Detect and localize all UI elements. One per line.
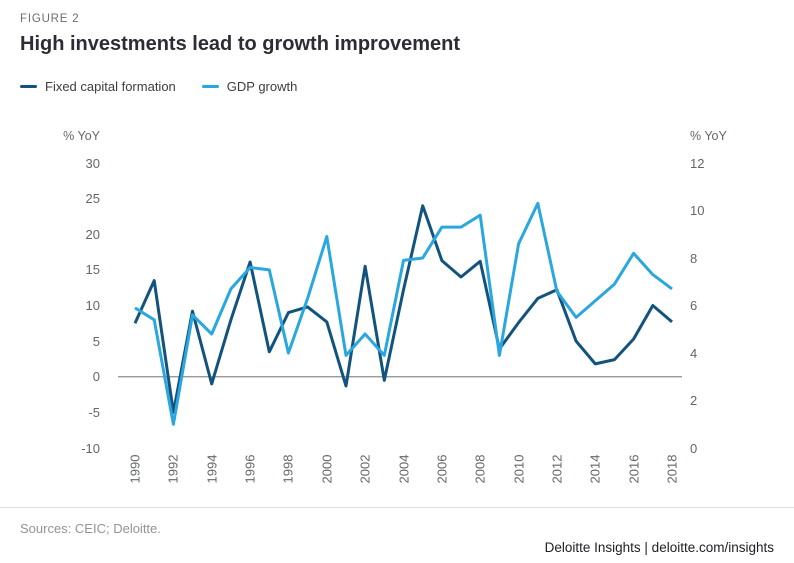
left-axis-tick-label: -10 (81, 440, 100, 456)
footer-divider (0, 507, 794, 508)
fixed-capital-formation-line (133, 204, 673, 414)
gdp-growth-line (134, 201, 673, 426)
right-axis-tick-label: 12 (690, 155, 705, 171)
left-axis-tick-label: 0 (92, 369, 100, 385)
sources-note: Sources: CEIC; Deloitte. (20, 521, 161, 536)
left-axis-tick-label: 5 (92, 333, 100, 349)
right-axis-tick-label: 8 (690, 250, 698, 266)
right-axis-tick-label: 0 (690, 440, 698, 456)
left-axis-tick-label: 25 (85, 191, 100, 207)
figure-label: FIGURE 2 (20, 13, 80, 25)
left-axis-tick-label: 10 (85, 298, 100, 313)
left-axis-tick-label: -5 (88, 404, 100, 420)
page-title: High investments lead to growth improvem… (20, 33, 461, 55)
left-axis-tick-label: 20 (85, 226, 100, 242)
left-axis-unit-label: % YoY (63, 129, 100, 143)
left-axis-tick-label: 30 (85, 155, 100, 171)
legend-label: Fixed capital formation (45, 79, 176, 94)
legend-item-fixed-capital: Fixed capital formation (20, 79, 176, 94)
right-axis-unit-label: % YoY (690, 129, 727, 143)
legend-swatch-gdp-growth (201, 84, 219, 89)
right-axis-tick-label: 6 (690, 298, 698, 313)
legend-item-gdp-growth: GDP growth (201, 79, 298, 94)
legend-swatch-fixed-capital (20, 84, 37, 89)
right-axis-tick-label: 4 (690, 345, 698, 361)
legend-label: GDP growth (226, 79, 298, 94)
right-axis-tick-label: 2 (690, 393, 698, 408)
right-axis-tick-label: 10 (690, 203, 705, 218)
left-axis-tick-label: 15 (85, 262, 100, 278)
chart-legend: Fixed capital formation GDP growth (20, 79, 297, 94)
deloitte-insights-brand: Deloitte Insights | deloitte.com/insight… (544, 540, 774, 555)
